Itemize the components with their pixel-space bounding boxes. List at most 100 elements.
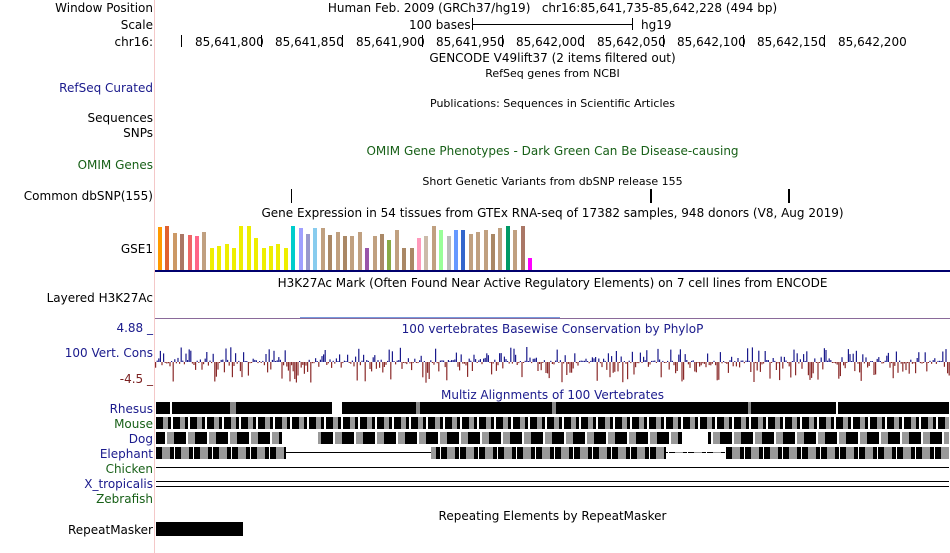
gtex-tissue-bar[interactable] [320,228,325,270]
gtex-tissue-bar[interactable] [172,233,177,270]
scale-label: Scale [120,18,153,32]
gencode-track-title[interactable]: GENCODE V49lift37 (2 items filtered out) [429,51,676,65]
axis-tick-label: 85,642,200 [838,35,907,49]
gtex-tissue-bar[interactable] [491,234,495,270]
gtex-tissue-bar[interactable] [158,227,162,270]
gtex-tissue-bar[interactable] [513,230,518,270]
snps-track-label[interactable]: SNPs [123,126,153,140]
alignment-rhesus[interactable] [156,402,949,414]
gtex-tissue-bar[interactable] [224,244,229,270]
sequences-track-label[interactable]: Sequences [87,111,153,125]
gtex-tissue-bar[interactable] [335,232,340,270]
alignment-chicken[interactable] [156,467,949,468]
axis-tick-label: 85,642,000 [516,35,585,49]
gtex-tissue-bar[interactable] [232,248,236,270]
gtex-tissue-bar[interactable] [209,248,214,270]
gtex-tissue-bar[interactable] [372,236,377,270]
publications-track-title[interactable]: Publications: Sequences in Scientific Ar… [430,97,675,110]
phylop-wiggle[interactable] [155,340,950,388]
gse1-gene-label[interactable]: GSE1 [120,242,153,256]
gtex-tissue-bar[interactable] [313,228,318,270]
omim-track-label[interactable]: OMIM Genes [77,158,153,172]
repeatmasker-track-label[interactable]: RepeatMasker [67,523,153,537]
gtex-tissue-bar[interactable] [520,226,525,270]
species-label-elephant[interactable]: Elephant [99,447,153,461]
alignment-mouse[interactable] [156,417,949,429]
gtex-tissue-bar[interactable] [165,226,170,270]
gtex-tissue-bar[interactable] [528,258,532,270]
gtex-tissue-bar[interactable] [291,226,296,270]
species-label-chicken[interactable]: Chicken [105,462,153,476]
gtex-tissue-bar[interactable] [498,228,503,270]
axis-tick-label: 85,642,150 [757,35,826,49]
gtex-tissue-bar[interactable] [239,226,244,270]
gtex-tissue-bar[interactable] [246,226,251,270]
gtex-tissue-bar[interactable] [217,246,222,270]
gtex-track-title[interactable]: Gene Expression in 54 tissues from GTEx … [261,206,844,220]
gtex-tissue-bar[interactable] [276,244,281,270]
axis-tick [342,35,343,47]
gtex-tissue-bar[interactable] [431,226,436,270]
species-label-dog[interactable]: Dog [128,432,153,446]
gtex-tissue-bar[interactable] [394,230,399,270]
gtex-tissue-bar[interactable] [468,234,473,270]
gtex-tissue-bar[interactable] [261,248,266,270]
gtex-tissue-bar[interactable] [343,236,347,270]
window-position-value: Human Feb. 2009 (GRCh37/hg19) chr16:85,6… [327,1,778,15]
h3k27ac-track-title[interactable]: H3K27Ac Mark (Often Found Near Active Re… [277,276,828,290]
species-label-zebrafish[interactable]: Zebrafish [96,492,153,506]
gtex-tissue-bar[interactable] [402,248,407,270]
snp-marker[interactable] [788,189,790,203]
gtex-tissue-bar[interactable] [439,230,444,270]
alignment-x-tropicalis[interactable] [156,481,949,482]
repeat-element[interactable] [156,522,243,536]
gtex-tissue-bar[interactable] [180,234,185,270]
gtex-tissue-bar[interactable] [505,226,510,270]
gtex-tissue-bar[interactable] [269,246,273,270]
species-label-x-tropicalis[interactable]: X_tropicalis [84,477,153,491]
h3k27ac-track-label[interactable]: Layered H3K27Ac [46,291,153,305]
axis-tick [422,35,423,47]
gtex-tissue-bar[interactable] [298,228,303,270]
gtex-tissue-bar[interactable] [387,240,392,270]
gtex-tissue-bar[interactable] [417,238,421,270]
species-label-rhesus[interactable]: Rhesus [109,402,153,416]
gtex-tissue-bar[interactable] [380,234,384,270]
gtex-tissue-bar[interactable] [350,236,355,270]
axis-tick [824,35,825,47]
gtex-tissue-bar[interactable] [409,248,414,270]
snp-marker[interactable] [650,189,652,203]
common-dbsnp-track-label[interactable]: Common dbSNP(155) [23,189,153,203]
phylop-track-label[interactable]: 100 Vert. Cons [64,346,153,360]
gtex-tissue-bar[interactable] [328,235,333,270]
alignment-dog[interactable] [156,432,949,444]
alignment-elephant[interactable] [156,447,949,459]
multiz-track-title[interactable]: Multiz Alignments of 100 Vertebrates [440,388,665,402]
gtex-tissue-bar[interactable] [476,232,481,270]
gtex-tissue-bar[interactable] [483,230,488,270]
gtex-tissue-bar[interactable] [195,236,199,270]
dbsnp-track-title[interactable]: Short Genetic Variants from dbSNP releas… [422,175,683,188]
refseq-track-label[interactable]: RefSeq Curated [59,81,153,95]
gtex-tissue-bar[interactable] [454,230,458,270]
repeatmasker-track-title[interactable]: Repeating Elements by RepeatMasker [438,509,667,523]
snp-marker[interactable] [291,189,292,203]
gtex-tissue-bar[interactable] [283,248,288,270]
refseq-track-title[interactable]: RefSeq genes from NCBI [485,67,620,80]
gtex-tissue-bar[interactable] [461,230,466,270]
gtex-tissue-bar[interactable] [424,236,429,270]
gtex-tissue-bar[interactable] [254,238,259,270]
phylop-track-title[interactable]: 100 vertebrates Basewise Conservation by… [401,322,704,336]
species-label-mouse[interactable]: Mouse [114,417,153,431]
axis-tick-label: 85,642,050 [597,35,666,49]
gtex-tissue-bar[interactable] [446,236,451,270]
gtex-tissue-bar[interactable] [202,232,207,270]
omim-track-title[interactable]: OMIM Gene Phenotypes - Dark Green Can Be… [366,144,739,158]
gtex-tissue-bar[interactable] [365,248,370,270]
alignment-zebrafish[interactable] [156,486,949,487]
gtex-baseline [155,270,950,272]
gtex-tissue-bar[interactable] [357,232,362,270]
gtex-tissue-bar[interactable] [306,234,310,270]
phylop-min-label: -4.5 _ [119,372,153,386]
gtex-tissue-bar[interactable] [187,235,192,270]
